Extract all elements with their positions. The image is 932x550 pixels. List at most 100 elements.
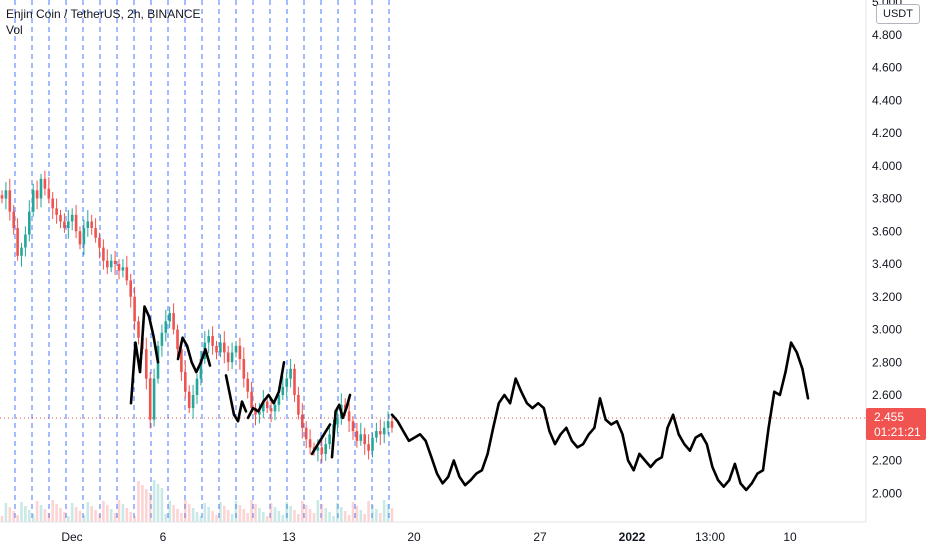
candle-body [242, 358, 246, 379]
candle-body [304, 427, 308, 440]
candle-body [47, 188, 51, 199]
volume-bar [367, 501, 370, 522]
currency-badge[interactable]: USDT [876, 4, 920, 24]
volume-bar [324, 508, 327, 522]
candle-body [86, 221, 90, 228]
candle-body [28, 211, 31, 235]
candle-body [51, 198, 54, 209]
candle-body [226, 352, 230, 363]
volume-bar [320, 504, 324, 522]
overlay-stroke[interactable] [310, 423, 332, 456]
volume-bar [24, 506, 27, 522]
overlay-stroke[interactable] [246, 361, 286, 420]
candle-body [246, 378, 249, 392]
volume-bar [4, 503, 8, 522]
volume-bar [347, 515, 351, 522]
price-tick-label: 4.600 [872, 61, 902, 75]
volume-bar [343, 511, 347, 522]
candle-body [390, 421, 394, 428]
candle-body [35, 190, 39, 199]
volume-bar [28, 510, 31, 522]
volume-bar [226, 510, 230, 522]
volume-bar [242, 509, 246, 522]
candle-body [355, 431, 359, 441]
volume-bar [277, 511, 281, 522]
projection-stroke[interactable] [390, 341, 810, 492]
candle-body [371, 437, 374, 451]
volume-bars [0, 480, 394, 522]
overlay-stroke[interactable] [224, 374, 248, 423]
candle-body [316, 447, 320, 451]
volume-bar [180, 513, 183, 522]
volume-bar [82, 515, 86, 522]
volume-bar [184, 500, 187, 522]
candle-body [24, 234, 27, 248]
volume-bar [371, 505, 374, 522]
volume-bar [78, 511, 82, 522]
candle-body [129, 280, 132, 297]
candle-body [199, 358, 203, 379]
time-tick-label: 13 [282, 530, 296, 544]
candle-body [8, 190, 12, 212]
volume-bar [137, 481, 140, 522]
volume-bar [117, 500, 121, 522]
price-tick-label: 2.800 [872, 355, 902, 369]
candle-body [258, 411, 261, 415]
candle-body [375, 431, 378, 438]
candle-body [297, 395, 300, 415]
volume-bar [43, 509, 47, 522]
candle-body [230, 352, 234, 363]
overlay-stroke[interactable] [330, 393, 352, 459]
volume-label[interactable]: Vol [6, 23, 23, 37]
candle-body [379, 431, 382, 435]
volume-bar [258, 508, 261, 522]
candle-body [265, 401, 269, 409]
candle-body [293, 368, 296, 395]
candle-body [152, 378, 156, 420]
volume-bar [351, 502, 355, 522]
overlay-stroke[interactable] [129, 305, 160, 405]
time-axis[interactable]: Dec 6 13 20 27 2022 13:00 10 [61, 530, 797, 544]
chart-legend: Enjin Coin / TetherUS, 2h, BINANCE Vol [6, 6, 201, 38]
symbol-title[interactable]: Enjin Coin / TetherUS, 2h, BINANCE [6, 7, 201, 21]
volume-bar [273, 507, 277, 522]
price-tick-label: 4.400 [872, 93, 902, 107]
candle-body [180, 349, 183, 373]
candle-body [43, 178, 47, 189]
overlay-stroke[interactable] [176, 336, 212, 374]
candle-body [59, 214, 62, 222]
volume-bar [297, 514, 300, 522]
volume-bar [31, 514, 35, 522]
volume-bar [98, 514, 101, 522]
candle-body [289, 368, 292, 379]
candle-body [250, 391, 253, 409]
volume-bar [70, 503, 74, 522]
volume-bar [281, 515, 285, 522]
volume-bar [191, 508, 195, 522]
volume-bar [129, 512, 132, 522]
candle-body [234, 345, 238, 353]
price-tick-label: 3.400 [872, 257, 902, 271]
volume-bar [262, 512, 265, 522]
candle-body [359, 434, 363, 441]
volume-bar [141, 485, 144, 522]
drawing-strokes[interactable] [129, 305, 810, 492]
price-tick-label: 3.200 [872, 290, 902, 304]
time-tick-label: Dec [61, 530, 82, 544]
candle-body [277, 395, 281, 405]
candle-body [336, 417, 339, 425]
candle-body [184, 372, 187, 392]
volume-bar [301, 501, 304, 522]
candle-body [363, 434, 366, 445]
price-tick-label: 2.000 [872, 486, 902, 500]
volume-bar [340, 507, 343, 522]
candle-body [94, 227, 97, 238]
price-tick-label: 3.000 [872, 323, 902, 337]
candle-body [4, 190, 8, 199]
volume-bar [238, 505, 242, 522]
candle-body [121, 267, 125, 271]
candle-body [176, 329, 179, 350]
volume-bar [230, 514, 234, 522]
volume-bar [74, 507, 78, 522]
